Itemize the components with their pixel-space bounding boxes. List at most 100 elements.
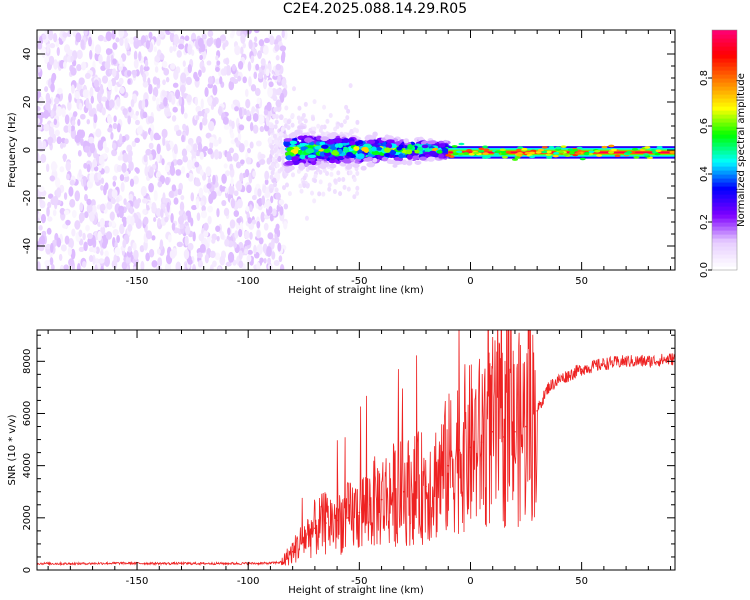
band-cell: [501, 152, 508, 156]
noise-cell: [187, 43, 193, 55]
noise-cell: [161, 128, 168, 139]
noise-cell: [161, 60, 168, 68]
noise-cell: [55, 177, 61, 188]
colorbar-swatch: [712, 130, 737, 135]
snr-point: [503, 436, 505, 438]
noise-cell: [88, 136, 95, 144]
noise-cell: [142, 131, 147, 140]
band-cell: [326, 133, 336, 138]
colorbar-swatch: [712, 50, 737, 55]
noise-cell: [318, 169, 323, 175]
noise-cell: [94, 44, 102, 55]
noise-cell: [69, 198, 76, 208]
snr-y-tick-label: 0: [22, 567, 33, 573]
noise-cell: [219, 34, 227, 42]
noise-cell: [119, 86, 125, 94]
noise-cell: [178, 43, 185, 50]
band-cell: [343, 159, 352, 164]
band-cell: [504, 151, 511, 154]
colorbar-swatch: [712, 42, 737, 47]
noise-cell: [44, 259, 51, 266]
noise-cell: [72, 111, 78, 117]
noise-cell: [237, 60, 244, 70]
noise-cell: [155, 266, 162, 270]
noise-cell: [49, 257, 54, 266]
noise-cell: [56, 136, 62, 145]
noise-cell: [256, 262, 261, 270]
noise-cell: [45, 92, 51, 102]
band-cell: [314, 145, 322, 150]
colorbar-swatch: [712, 242, 737, 247]
noise-cell: [223, 207, 230, 217]
noise-cell: [116, 164, 123, 173]
noise-cell: [290, 113, 295, 119]
noise-cell: [355, 190, 360, 196]
band-cell: [631, 147, 638, 151]
band-cell: [545, 153, 552, 157]
noise-cell: [225, 57, 230, 66]
noise-cell: [277, 155, 282, 163]
noise-cell: [114, 84, 118, 93]
snr-point: [536, 410, 538, 412]
noise-cell: [177, 188, 182, 196]
noise-cell: [38, 96, 45, 107]
noise-cell: [315, 166, 320, 172]
band-cell: [398, 153, 404, 159]
snr-frame: [36, 329, 676, 571]
noise-cell: [245, 205, 250, 212]
band-cell: [535, 151, 542, 154]
noise-cell: [56, 237, 62, 248]
noise-cell: [257, 197, 263, 207]
noise-cell: [171, 115, 177, 122]
noise-cell: [67, 246, 72, 257]
colorbar-tick-label: 0.4: [699, 166, 710, 182]
band-cell: [428, 150, 437, 156]
noise-cell: [269, 149, 274, 155]
noise-cell: [74, 220, 81, 230]
noise-cell: [142, 72, 147, 83]
noise-cell: [167, 234, 172, 243]
snr-y-tick-label: 6000: [22, 401, 33, 426]
noise-cell: [80, 137, 84, 146]
noise-cell: [132, 266, 138, 270]
noise-cell: [82, 89, 89, 98]
noise-cell: [112, 228, 119, 236]
noise-cell: [84, 211, 89, 219]
noise-cell: [99, 83, 104, 93]
snr-x-axis-label: Height of straight line (km): [288, 585, 424, 596]
noise-cell: [114, 247, 121, 257]
band-cell: [500, 150, 507, 154]
noise-cell: [126, 70, 132, 77]
snr-point: [269, 562, 272, 565]
noise-cell: [38, 212, 42, 219]
band-cell: [596, 154, 603, 157]
noise-cell: [125, 255, 132, 265]
band-cell: [353, 146, 360, 151]
noise-cell: [54, 97, 60, 105]
noise-cell: [44, 86, 49, 92]
noise-cell: [134, 137, 140, 143]
band-cell: [288, 133, 297, 139]
noise-cell: [111, 142, 117, 150]
noise-cell: [245, 30, 252, 35]
noise-cell: [164, 216, 169, 223]
noise-cell: [246, 147, 251, 154]
noise-cell: [63, 125, 70, 133]
band-cell: [501, 155, 508, 159]
noise-cell: [37, 66, 41, 73]
noise-cell: [118, 208, 124, 219]
noise-cell: [153, 216, 157, 223]
colorbar-swatch: [712, 262, 737, 267]
noise-cell: [59, 142, 64, 149]
noise-cell: [321, 191, 326, 197]
colorbar-swatch: [712, 182, 737, 187]
noise-cell: [129, 206, 134, 215]
noise-cell: [227, 251, 235, 263]
noise-cell: [142, 111, 148, 119]
noise-cell: [175, 261, 182, 270]
noise-cell: [88, 255, 94, 263]
band-cell: [398, 144, 404, 149]
noise-cell: [63, 192, 68, 200]
noise-cell: [193, 143, 198, 153]
noise-cell: [182, 60, 186, 67]
